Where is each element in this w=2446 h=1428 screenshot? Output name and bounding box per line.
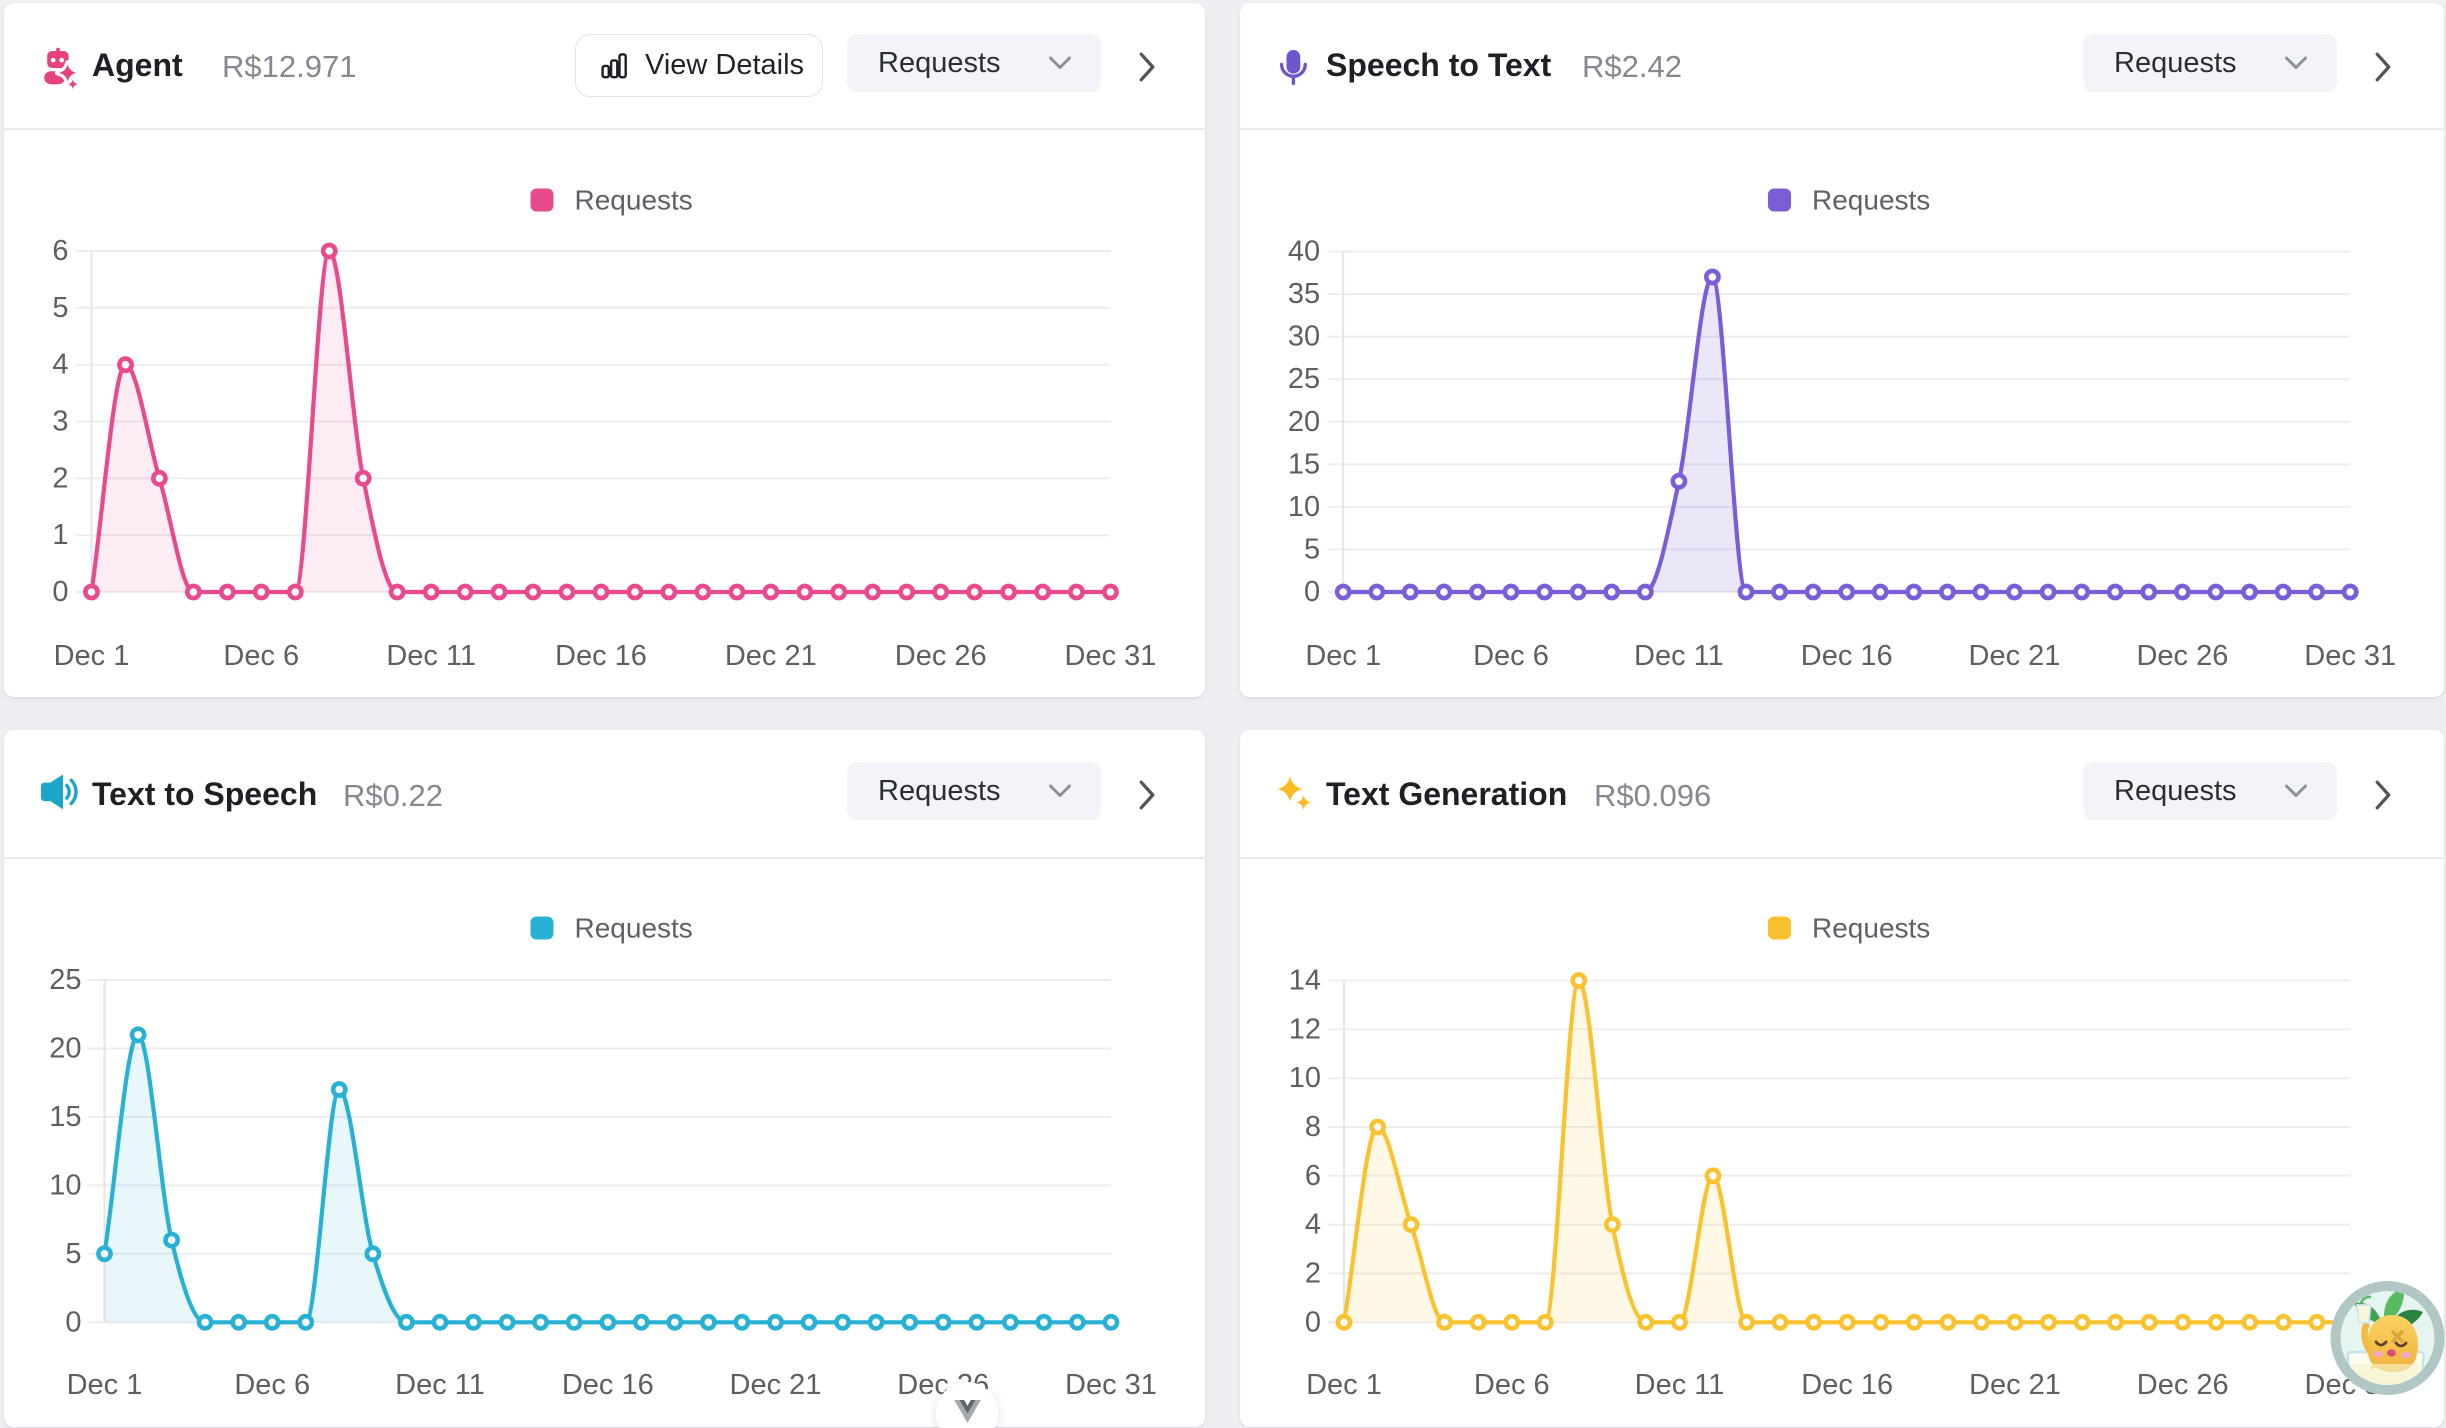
svg-text:Dec 26: Dec 26 [2137,1369,2229,1401]
svg-text:Requests: Requests [1812,185,1930,216]
svg-text:40: 40 [1288,236,1320,268]
svg-text:5: 5 [52,292,68,324]
svg-text:2: 2 [52,462,68,494]
svg-text:Dec 26: Dec 26 [2136,640,2228,672]
svg-text:Dec 21: Dec 21 [1969,1369,2061,1401]
svg-text:Dec 16: Dec 16 [1801,640,1893,672]
svg-text:12: 12 [1289,1013,1321,1045]
svg-text:14: 14 [1289,965,1321,997]
svg-text:Dec 6: Dec 6 [234,1369,310,1401]
svg-text:3: 3 [52,406,68,438]
svg-text:Dec 26: Dec 26 [895,640,987,672]
svg-text:0: 0 [1305,1306,1321,1338]
svg-text:10: 10 [49,1169,81,1201]
svg-text:Dec 31: Dec 31 [1065,1369,1157,1401]
svg-text:Dec 6: Dec 6 [1474,1369,1550,1401]
svg-text:Dec 11: Dec 11 [1635,1369,1725,1401]
svg-text:Dec 16: Dec 16 [1801,1369,1893,1401]
svg-text:Dec 11: Dec 11 [386,640,476,672]
svg-text:10: 10 [1289,1062,1321,1094]
svg-text:35: 35 [1288,278,1320,310]
svg-text:Dec 11: Dec 11 [395,1369,485,1401]
svg-text:1: 1 [52,519,68,551]
svg-text:Dec 1: Dec 1 [1306,1369,1382,1401]
svg-text:Requests: Requests [575,913,693,944]
svg-text:30: 30 [1288,321,1320,353]
svg-text:Dec 16: Dec 16 [555,640,647,672]
svg-text:Dec 1: Dec 1 [54,640,130,672]
svg-text:20: 20 [49,1033,81,1065]
svg-text:15: 15 [49,1101,81,1133]
svg-text:Dec 21: Dec 21 [725,640,817,672]
svg-text:Requests: Requests [575,185,693,216]
svg-text:0: 0 [52,576,68,608]
svg-text:Dec 1: Dec 1 [67,1369,143,1401]
svg-text:Requests: Requests [1812,913,1930,944]
svg-text:Dec 21: Dec 21 [1969,640,2061,672]
svg-text:2: 2 [1305,1258,1321,1290]
svg-text:5: 5 [65,1238,81,1270]
svg-text:Dec 6: Dec 6 [223,640,299,672]
svg-text:25: 25 [49,964,81,996]
svg-text:Dec 31: Dec 31 [1065,640,1157,672]
svg-text:Dec 21: Dec 21 [730,1369,822,1401]
svg-text:Dec 11: Dec 11 [1634,640,1724,672]
svg-text:6: 6 [1305,1160,1321,1192]
svg-text:15: 15 [1288,448,1320,480]
svg-text:6: 6 [52,235,68,267]
svg-text:0: 0 [1304,576,1320,608]
svg-text:4: 4 [52,349,68,381]
svg-text:Dec 6: Dec 6 [1473,640,1549,672]
svg-text:0: 0 [65,1306,81,1338]
svg-text:Dec 31: Dec 31 [2304,640,2396,672]
svg-text:Dec 1: Dec 1 [1305,640,1381,672]
svg-text:Dec 16: Dec 16 [562,1369,654,1401]
svg-text:20: 20 [1288,406,1320,438]
svg-text:8: 8 [1305,1111,1321,1143]
svg-text:5: 5 [1304,533,1320,565]
svg-text:4: 4 [1305,1209,1321,1241]
svg-text:10: 10 [1288,491,1320,523]
svg-text:25: 25 [1288,363,1320,395]
